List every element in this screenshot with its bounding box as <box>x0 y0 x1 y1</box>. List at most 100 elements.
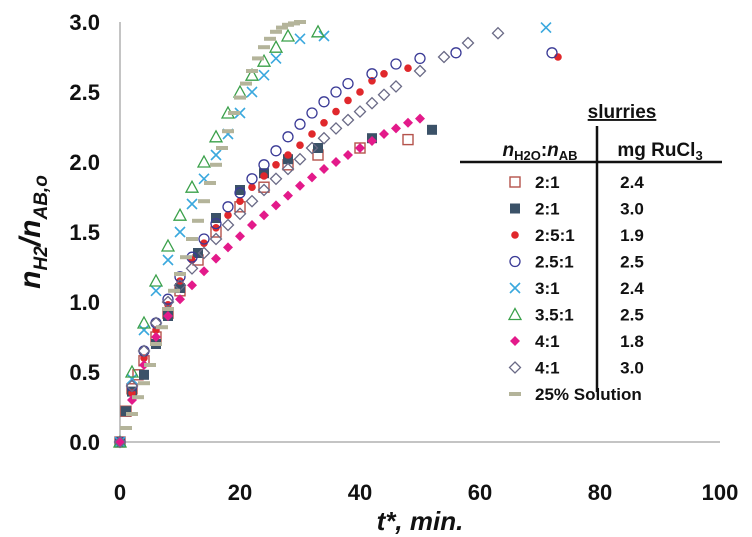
data-points <box>112 20 562 449</box>
legend-row: 2:1 2.4 <box>509 173 644 192</box>
data-point <box>390 58 402 70</box>
plot-area <box>119 22 720 443</box>
data-point <box>319 164 329 174</box>
data-point <box>235 185 245 195</box>
data-point <box>252 56 264 61</box>
data-point <box>144 363 156 367</box>
y-tick-label: 1.0 <box>69 290 100 315</box>
legend-col1-colon: : <box>541 140 547 161</box>
data-point <box>317 131 331 145</box>
data-point <box>174 272 186 276</box>
data-point <box>258 45 270 50</box>
data-point <box>175 283 185 293</box>
data-point <box>377 88 391 102</box>
data-point <box>160 238 176 252</box>
y-label-sub1: H2 <box>31 246 52 271</box>
data-point <box>151 332 161 342</box>
data-point <box>248 183 256 191</box>
data-point <box>280 28 296 42</box>
legend-marker <box>508 361 522 374</box>
series-8 <box>120 20 306 430</box>
legend-row: 3:1 2.4 <box>509 279 644 298</box>
data-point <box>344 96 352 105</box>
data-point <box>284 151 292 159</box>
data-point <box>310 24 326 38</box>
data-point <box>427 124 437 135</box>
legend-marker <box>509 282 521 294</box>
data-point <box>197 246 211 260</box>
data-point <box>172 207 188 221</box>
data-point <box>186 237 198 241</box>
data-point <box>342 77 354 90</box>
series-7 <box>113 26 505 449</box>
data-point <box>222 129 234 134</box>
data-point <box>210 149 222 161</box>
legend-row: 25% Solution <box>509 385 642 404</box>
y-tick-label: 2.0 <box>69 150 100 175</box>
data-point <box>540 22 552 34</box>
data-point <box>221 218 235 232</box>
x-tick-labels: 0 20 40 60 80 100 <box>114 480 738 505</box>
data-point <box>318 96 330 108</box>
data-point <box>132 395 144 400</box>
data-point <box>283 154 293 165</box>
data-point <box>124 364 140 378</box>
data-point <box>246 69 258 73</box>
data-point <box>355 143 365 153</box>
data-point <box>260 172 268 180</box>
data-point <box>223 242 233 253</box>
data-point <box>240 81 252 86</box>
data-point <box>437 50 451 64</box>
legend-mass: 1.9 <box>620 226 644 245</box>
data-point <box>212 224 220 232</box>
x-axis-label: t*, min. <box>377 506 464 536</box>
data-point <box>236 197 244 205</box>
data-point <box>246 86 258 98</box>
data-point <box>380 70 388 78</box>
series-6 <box>115 113 425 447</box>
data-point <box>246 173 258 185</box>
data-point <box>222 201 234 213</box>
data-point <box>329 121 343 135</box>
legend-ratio: 2.5:1 <box>535 253 574 272</box>
legend-marker <box>509 176 521 188</box>
data-point <box>294 33 306 45</box>
legend-mass: 1.8 <box>620 332 644 351</box>
data-point <box>413 64 427 78</box>
data-point <box>174 226 186 238</box>
data-point <box>162 293 174 305</box>
legend-ratio: 2:5:1 <box>535 226 575 245</box>
data-point <box>208 129 224 143</box>
legend-marker <box>510 203 520 214</box>
data-point <box>282 131 294 143</box>
data-point <box>258 181 270 193</box>
y-label-n1: n <box>14 270 47 288</box>
data-point <box>270 52 282 64</box>
legend-marker <box>511 231 519 239</box>
data-point <box>259 210 269 221</box>
data-point <box>402 133 414 146</box>
data-point <box>491 26 505 40</box>
legend-mass: 2.4 <box>620 173 644 192</box>
data-point <box>330 86 342 98</box>
data-point <box>268 39 284 53</box>
data-point <box>200 239 208 247</box>
data-point <box>168 288 180 293</box>
legend-ratio: 25% Solution <box>535 385 642 404</box>
x-tick-label: 80 <box>588 480 612 505</box>
legend-row: 2:5:1 1.9 <box>511 226 644 245</box>
data-point <box>204 181 216 185</box>
data-point <box>353 105 367 119</box>
data-point <box>270 145 282 157</box>
data-point <box>148 273 164 287</box>
data-point <box>272 161 280 169</box>
data-point <box>294 118 306 130</box>
y-label-mid: /n <box>14 220 47 249</box>
data-point <box>210 162 222 167</box>
data-point <box>209 232 223 246</box>
legend-row: 4:1 3.0 <box>508 359 644 378</box>
legend-marker <box>509 392 521 396</box>
data-point <box>546 47 558 59</box>
legend-marker <box>510 336 520 346</box>
